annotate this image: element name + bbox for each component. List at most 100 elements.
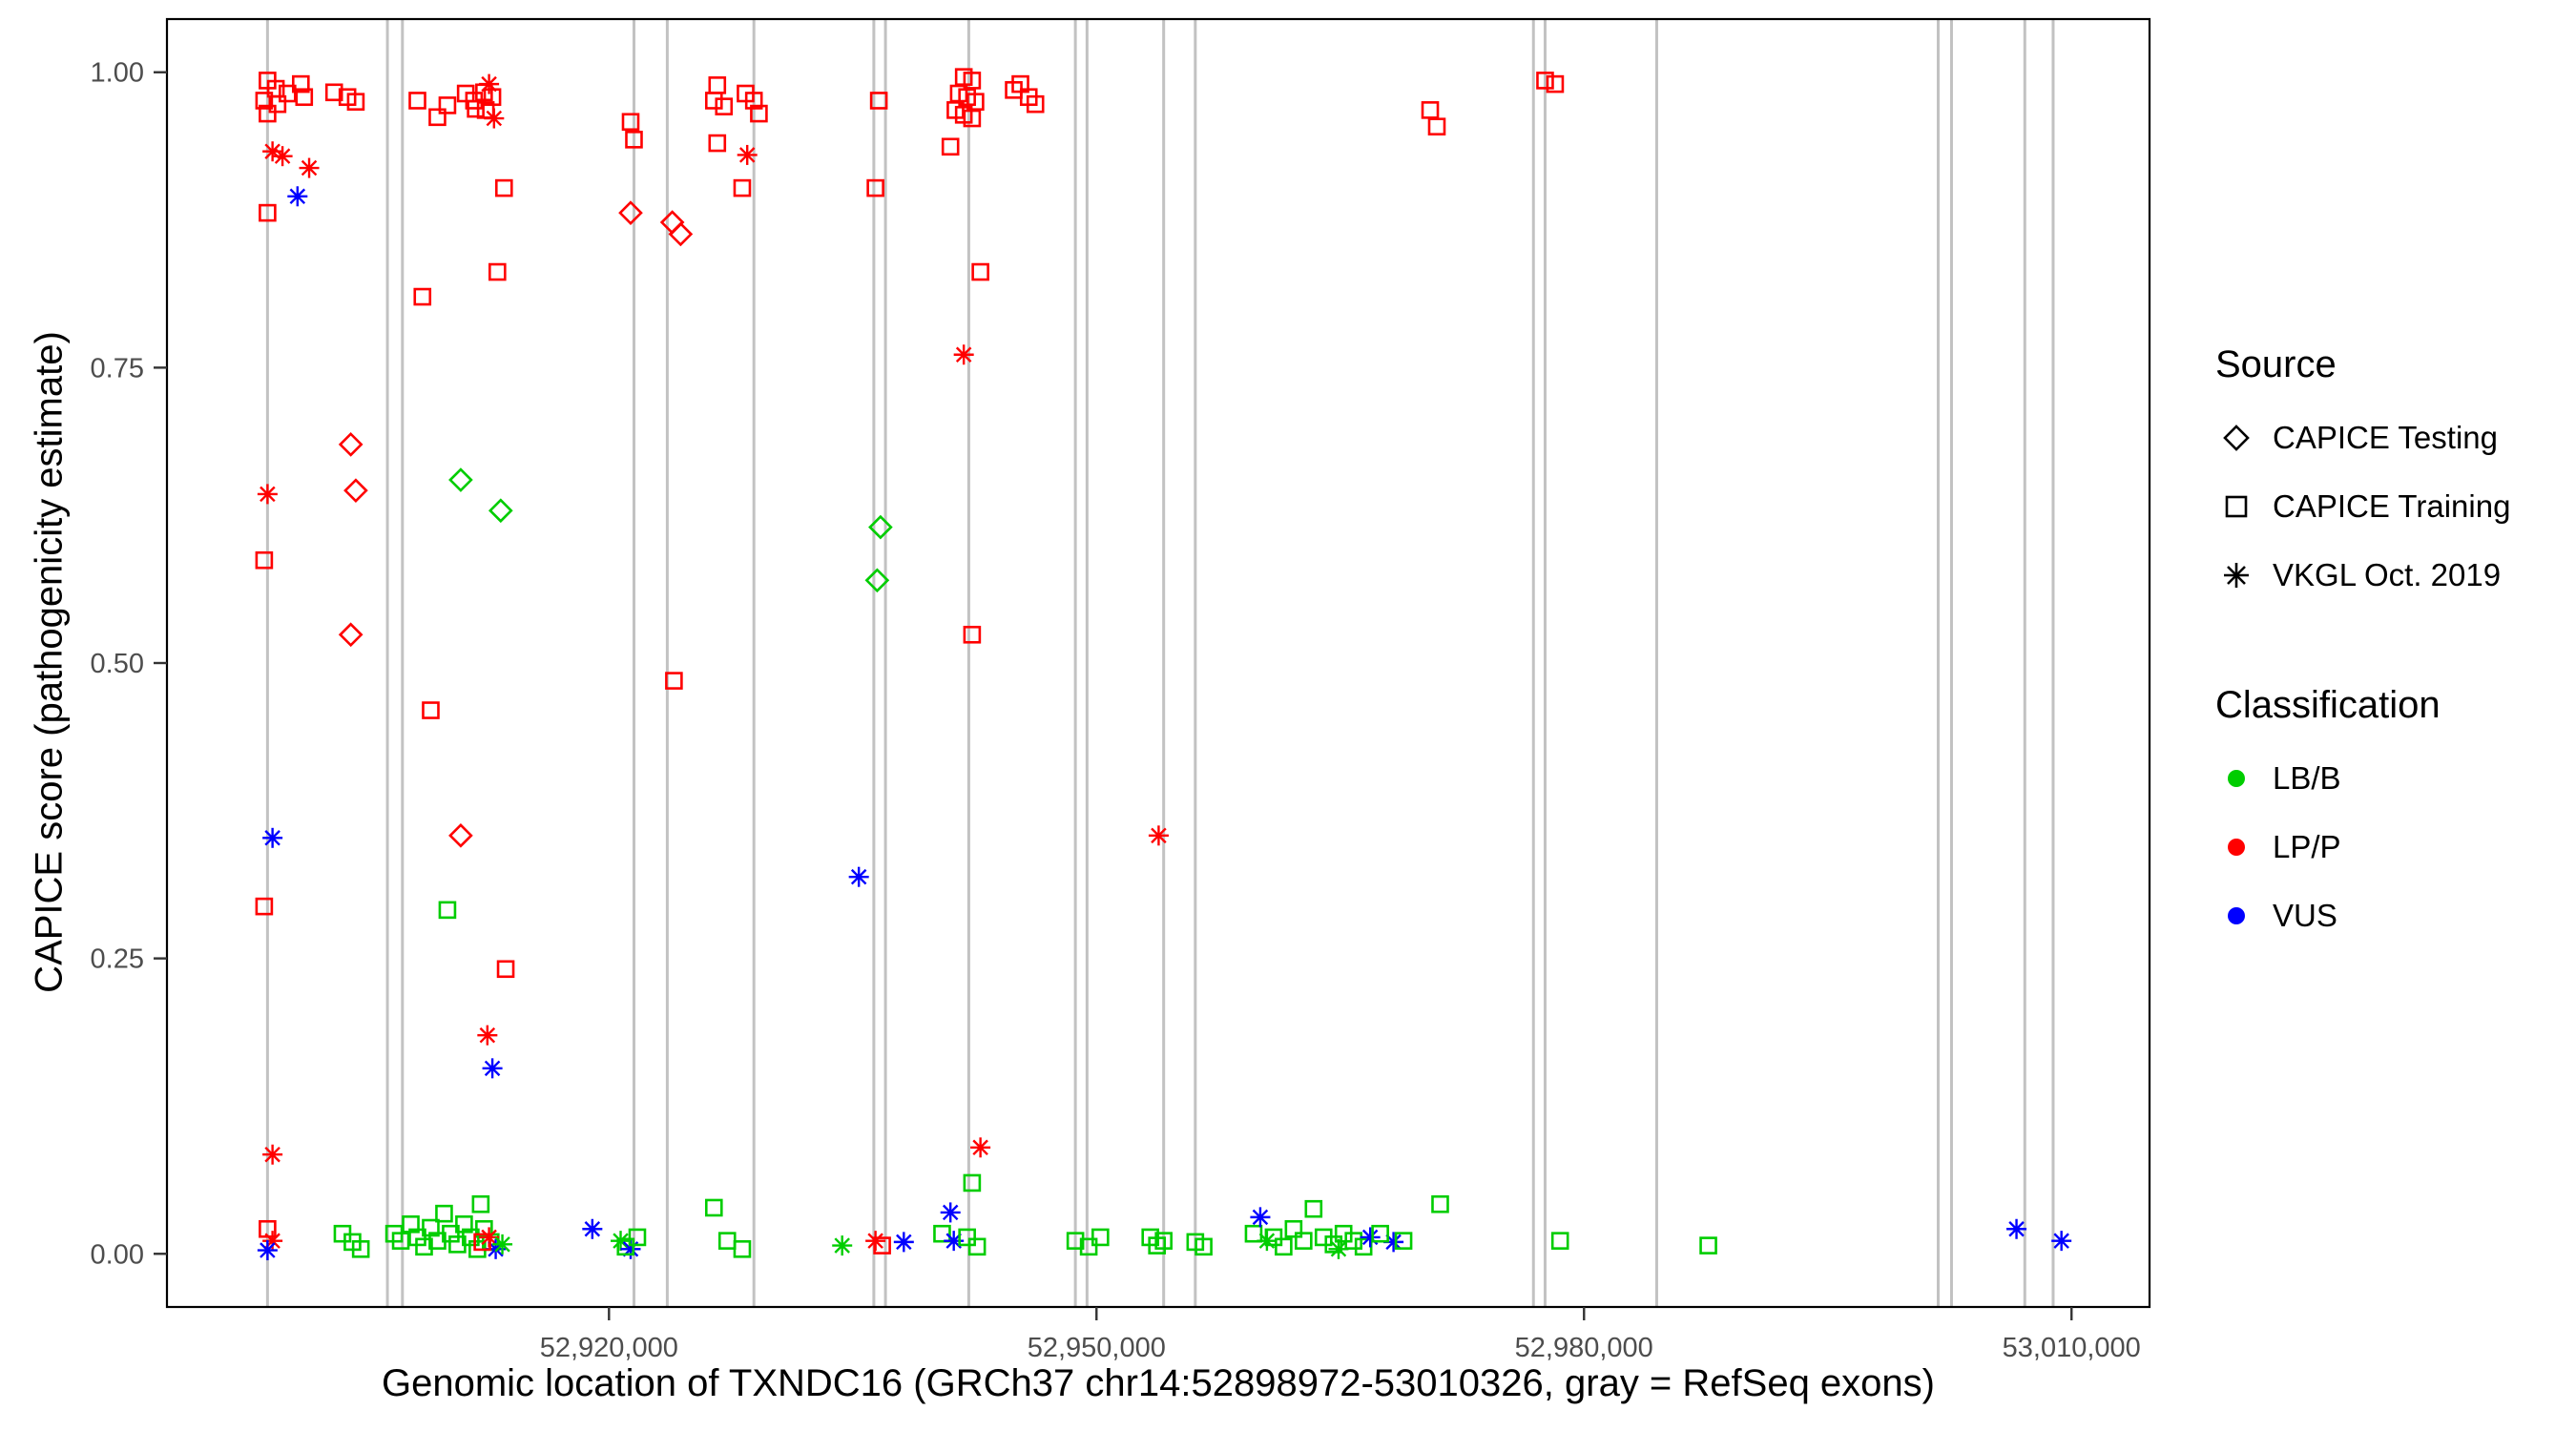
data-point	[893, 1232, 914, 1253]
data-point	[1328, 1238, 1349, 1259]
data-point	[733, 1240, 752, 1258]
data-point	[492, 1234, 513, 1255]
data-point	[704, 1198, 723, 1217]
data-point	[259, 203, 277, 222]
data-point	[287, 186, 308, 207]
data-point	[1324, 1235, 1343, 1254]
data-point	[1275, 1237, 1293, 1256]
data-point	[668, 221, 694, 247]
data-point	[963, 625, 982, 644]
data-point	[324, 83, 343, 102]
data-point	[848, 866, 869, 887]
y-tick-label: 0.75	[91, 353, 144, 384]
data-point	[415, 1237, 433, 1256]
data-point	[477, 1025, 498, 1046]
data-point	[1091, 1228, 1110, 1247]
data-point	[618, 200, 643, 225]
data-point	[1304, 1199, 1323, 1218]
data-point	[1371, 1224, 1389, 1243]
data-point	[940, 1202, 961, 1223]
data-point	[262, 827, 283, 848]
data-point	[255, 897, 274, 916]
data-point	[448, 822, 473, 848]
legend-classification-section: Classification LB/B LP/P VUS	[2215, 684, 2576, 950]
y-tick-label: 1.00	[91, 58, 144, 89]
data-point	[346, 93, 365, 111]
data-point	[941, 137, 960, 156]
data-point	[338, 432, 364, 457]
data-point	[611, 1231, 632, 1252]
data-point	[1550, 1232, 1569, 1250]
y-tick-label: 0.00	[91, 1239, 144, 1270]
data-point	[488, 498, 513, 524]
legend-classification-title: Classification	[2215, 684, 2441, 726]
data-point	[299, 157, 320, 178]
data-point	[1250, 1207, 1271, 1228]
data-point	[733, 178, 752, 197]
data-point	[1195, 1237, 1213, 1256]
data-point	[737, 144, 758, 165]
data-point	[272, 146, 293, 167]
data-point	[864, 568, 890, 593]
y-tick-label: 0.50	[91, 649, 144, 679]
square-icon	[2225, 495, 2248, 518]
data-point	[966, 93, 985, 111]
data-point	[1244, 1224, 1263, 1243]
data-point	[255, 92, 274, 110]
red-dot-icon	[2228, 839, 2245, 856]
data-point	[659, 210, 685, 235]
legend-item-vus: VUS	[2215, 881, 2576, 950]
data-point	[496, 960, 515, 979]
data-point	[708, 76, 727, 94]
data-point	[1026, 94, 1045, 114]
data-point	[1295, 1232, 1313, 1250]
data-point	[255, 550, 274, 570]
data-point	[338, 622, 364, 648]
data-point	[438, 96, 457, 114]
data-point	[933, 1224, 951, 1243]
data-point	[438, 901, 457, 920]
legend-item-label: CAPICE Training	[2273, 488, 2511, 524]
data-point	[488, 262, 507, 281]
data-point	[494, 178, 513, 197]
data-point	[1066, 1232, 1085, 1250]
data-point	[435, 1204, 453, 1223]
data-point	[268, 94, 287, 114]
data-point	[744, 92, 763, 110]
data-point	[873, 1236, 891, 1255]
legend-item-label: CAPICE Testing	[2273, 420, 2498, 455]
green-dot-icon	[2228, 770, 2245, 787]
data-point	[967, 1237, 987, 1256]
y-tick-label: 0.25	[91, 944, 144, 975]
data-point	[259, 104, 277, 123]
data-point	[1354, 1237, 1373, 1256]
data-point	[628, 1228, 647, 1247]
data-point	[621, 113, 640, 132]
data-point	[704, 92, 723, 110]
legend-item-capice-testing: CAPICE Testing	[2215, 404, 2576, 472]
data-point	[708, 134, 727, 153]
data-point	[1394, 1232, 1413, 1250]
diamond-icon	[2223, 425, 2250, 451]
data-point	[262, 1144, 283, 1165]
data-point	[257, 484, 278, 505]
data-point	[1154, 1232, 1173, 1250]
data-point	[295, 88, 314, 107]
data-point	[422, 701, 440, 719]
data-point	[869, 92, 888, 110]
data-point	[971, 262, 989, 281]
legend-item-lpp: LP/P	[2215, 813, 2576, 881]
data-point	[582, 1218, 603, 1239]
data-point	[750, 104, 768, 123]
legend-item-label: VUS	[2273, 898, 2337, 933]
data-point	[1536, 72, 1554, 90]
data-point	[944, 1231, 965, 1252]
x-axis-title: Genomic location of TXNDC16 (GRCh37 chr1…	[382, 1362, 1935, 1404]
x-tick-label: 52,920,000	[540, 1333, 678, 1363]
data-point	[257, 1240, 278, 1261]
data-point	[471, 1194, 490, 1213]
data-point	[1079, 1237, 1098, 1256]
data-point	[1421, 101, 1440, 119]
legend-source-section: Source CAPICE Testing CAPICE Training	[2215, 343, 2576, 610]
data-point	[351, 1240, 370, 1258]
